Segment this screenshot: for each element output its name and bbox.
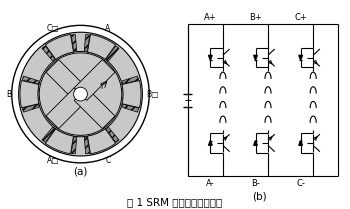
Polygon shape bbox=[254, 141, 257, 145]
Polygon shape bbox=[22, 76, 39, 84]
Polygon shape bbox=[42, 127, 55, 143]
Circle shape bbox=[38, 51, 123, 137]
Polygon shape bbox=[209, 141, 212, 145]
Polygon shape bbox=[74, 88, 115, 129]
Polygon shape bbox=[299, 55, 302, 60]
Polygon shape bbox=[106, 46, 119, 61]
Text: (a): (a) bbox=[73, 167, 88, 177]
Text: 图 1 SRM 电机框图和主电路: 图 1 SRM 电机框图和主电路 bbox=[127, 197, 223, 207]
Polygon shape bbox=[46, 34, 74, 59]
Polygon shape bbox=[71, 34, 77, 51]
Polygon shape bbox=[254, 55, 257, 60]
Text: A+: A+ bbox=[204, 13, 217, 22]
Circle shape bbox=[74, 87, 88, 101]
Text: C: C bbox=[105, 156, 111, 165]
Polygon shape bbox=[106, 127, 119, 143]
Circle shape bbox=[39, 53, 122, 135]
Polygon shape bbox=[22, 104, 39, 112]
Polygon shape bbox=[74, 60, 115, 101]
Text: B□: B□ bbox=[146, 90, 158, 99]
Polygon shape bbox=[71, 137, 77, 154]
Polygon shape bbox=[88, 129, 116, 154]
Circle shape bbox=[19, 32, 142, 156]
Polygon shape bbox=[46, 60, 87, 101]
Polygon shape bbox=[20, 80, 39, 108]
Polygon shape bbox=[88, 34, 116, 59]
Polygon shape bbox=[46, 88, 87, 129]
Polygon shape bbox=[84, 34, 90, 51]
Text: A-: A- bbox=[206, 179, 215, 188]
Text: A□: A□ bbox=[47, 156, 60, 165]
Polygon shape bbox=[84, 137, 90, 154]
Text: C-: C- bbox=[296, 179, 305, 188]
Text: B-: B- bbox=[251, 179, 260, 188]
Text: C□: C□ bbox=[47, 24, 60, 33]
Polygon shape bbox=[209, 55, 212, 60]
Polygon shape bbox=[122, 104, 139, 112]
Polygon shape bbox=[122, 80, 141, 108]
Text: (b): (b) bbox=[252, 191, 267, 201]
Text: B+: B+ bbox=[249, 13, 262, 22]
Text: B: B bbox=[6, 90, 12, 99]
Polygon shape bbox=[42, 46, 55, 61]
Text: A: A bbox=[105, 24, 111, 33]
Text: T: T bbox=[99, 84, 103, 90]
Polygon shape bbox=[122, 76, 139, 84]
Circle shape bbox=[12, 25, 149, 163]
Polygon shape bbox=[299, 141, 302, 145]
Text: C+: C+ bbox=[294, 13, 307, 22]
Polygon shape bbox=[46, 129, 74, 154]
